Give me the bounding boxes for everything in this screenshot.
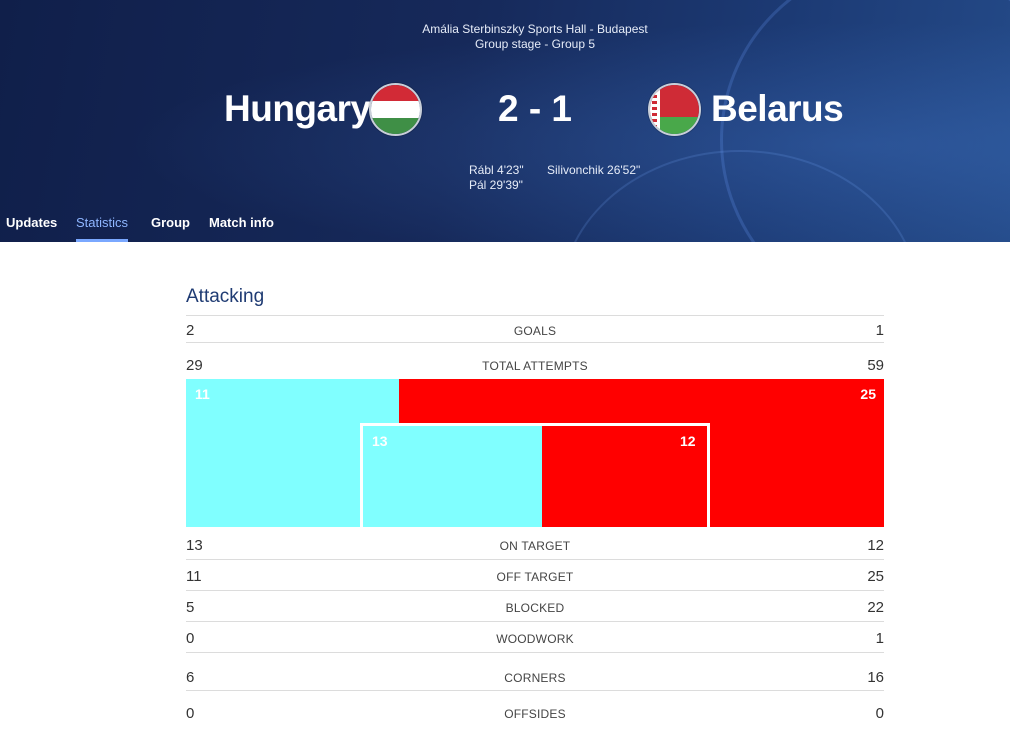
divider bbox=[186, 621, 884, 622]
away-value: 0 bbox=[875, 705, 884, 722]
away-value: 1 bbox=[875, 322, 884, 339]
on-target-away-area bbox=[542, 426, 707, 527]
home-value: 0 bbox=[186, 630, 195, 647]
stat-row-woodwork: 0 WOODWORK 1 bbox=[186, 630, 884, 650]
header-arc bbox=[720, 0, 1010, 242]
divider bbox=[186, 690, 884, 691]
away-value: 59 bbox=[867, 357, 884, 374]
stat-label: GOALS bbox=[513, 324, 557, 338]
away-value: 22 bbox=[867, 599, 884, 616]
away-value: 12 bbox=[867, 537, 884, 554]
hungary-flag-icon[interactable] bbox=[369, 83, 422, 136]
stat-label: WOODWORK bbox=[496, 632, 574, 646]
stat-row-on-target: 13 ON TARGET 12 bbox=[186, 537, 884, 557]
home-value: 13 bbox=[186, 537, 203, 554]
divider bbox=[186, 652, 884, 653]
stat-row-blocked: 5 BLOCKED 22 bbox=[186, 599, 884, 619]
home-scorer: Pál 29'39" bbox=[469, 178, 523, 192]
stat-label: OFFSIDES bbox=[504, 707, 566, 721]
divider bbox=[186, 559, 884, 560]
stat-row-corners: 6 CORNERS 16 bbox=[186, 669, 884, 689]
tab-updates[interactable]: Updates bbox=[6, 215, 58, 230]
shots-visualization: 11 25 13 12 bbox=[186, 379, 884, 527]
venue-text: Amália Sterbinszky Sports Hall - Budapes… bbox=[422, 22, 648, 36]
tab-statistics[interactable]: Statistics bbox=[76, 215, 129, 242]
off-target-home-value: 11 bbox=[195, 386, 210, 402]
on-target-home-value: 13 bbox=[372, 433, 388, 449]
stat-label: CORNERS bbox=[504, 671, 566, 685]
divider bbox=[186, 315, 884, 316]
match-header: Amália Sterbinszky Sports Hall - Budapes… bbox=[0, 0, 1010, 242]
on-target-away-value: 12 bbox=[680, 433, 696, 449]
match-score: 2 - 1 bbox=[497, 88, 573, 129]
home-value: 29 bbox=[186, 357, 203, 374]
stat-row-offsides: 0 OFFSIDES 0 bbox=[186, 705, 884, 725]
home-value: 5 bbox=[186, 599, 195, 616]
section-title-attacking: Attacking bbox=[186, 286, 265, 307]
away-value: 1 bbox=[875, 630, 884, 647]
stat-label: OFF TARGET bbox=[496, 570, 574, 584]
away-value: 16 bbox=[867, 669, 884, 686]
away-scorer: Silivonchik 26'52" bbox=[547, 163, 641, 177]
away-value: 25 bbox=[867, 568, 884, 585]
divider bbox=[186, 342, 884, 343]
home-value: 11 bbox=[186, 568, 202, 585]
belarus-flag-icon[interactable] bbox=[648, 83, 701, 136]
home-scorer: Rábl 4'23" bbox=[469, 163, 524, 177]
home-team-name[interactable]: Hungary bbox=[224, 88, 371, 129]
away-team-name[interactable]: Belarus bbox=[711, 88, 844, 129]
tab-group[interactable]: Group bbox=[151, 215, 190, 230]
stat-row-off-target: 11 OFF TARGET 25 bbox=[186, 568, 884, 588]
stat-label: TOTAL ATTEMPTS bbox=[482, 359, 588, 373]
stat-row-goals: 2 GOALS 1 bbox=[186, 322, 884, 342]
stat-row-total-attempts: 29 TOTAL ATTEMPTS 59 bbox=[186, 357, 884, 377]
stat-label: BLOCKED bbox=[505, 601, 565, 615]
home-value: 0 bbox=[186, 705, 195, 722]
divider bbox=[186, 590, 884, 591]
tab-match-info[interactable]: Match info bbox=[209, 215, 274, 230]
off-target-away-value: 25 bbox=[860, 386, 876, 402]
home-value: 6 bbox=[186, 669, 195, 686]
stat-label: ON TARGET bbox=[499, 539, 571, 553]
goal-frame bbox=[360, 423, 710, 527]
on-target-home-area bbox=[363, 426, 542, 527]
stage-text: Group stage - Group 5 bbox=[474, 37, 596, 51]
home-value: 2 bbox=[186, 322, 195, 339]
